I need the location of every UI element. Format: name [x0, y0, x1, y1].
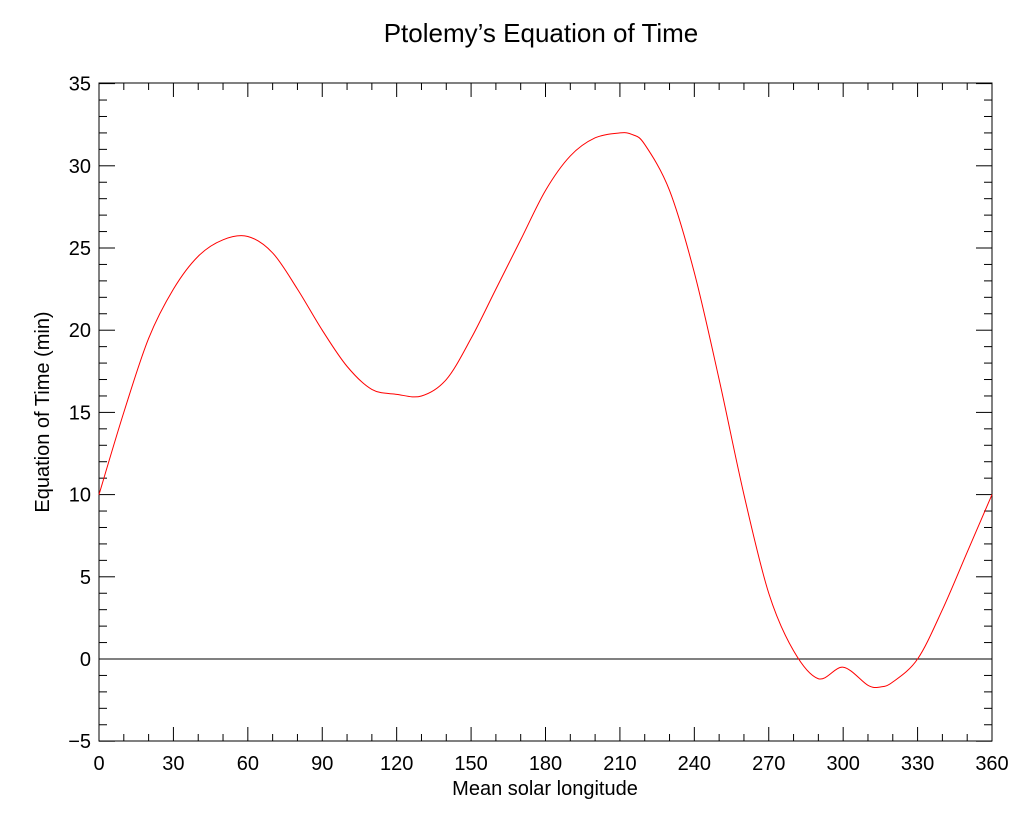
ticks — [98, 83, 993, 742]
x-axis-label: Mean solar longitude — [452, 778, 638, 800]
y-tick-label: 35 — [69, 74, 91, 96]
y-tick-label: 25 — [69, 238, 91, 260]
y-axis-label: Equation of Time (min) — [32, 311, 54, 512]
x-tick-label: 270 — [752, 753, 785, 775]
x-tick-label: 0 — [93, 753, 104, 775]
y-tick-label: 15 — [69, 402, 91, 424]
x-tick-label: 240 — [678, 753, 711, 775]
y-tick-label: −5 — [68, 731, 91, 753]
x-tick-label: 330 — [901, 753, 934, 775]
x-tick-label: 150 — [454, 753, 487, 775]
x-tick-label: 90 — [311, 753, 333, 775]
y-tick-label: 30 — [69, 156, 91, 178]
x-tick-label: 300 — [826, 753, 859, 775]
x-tick-label: 120 — [380, 753, 413, 775]
x-tick-label: 30 — [162, 753, 184, 775]
y-tick-label: 10 — [69, 485, 91, 507]
x-tick-labels: 0 30 60 90 120 150 180 210 240 270 300 330 360 — [93, 753, 1008, 775]
chart-title: Ptolemy’s Equation of Time — [384, 18, 699, 48]
y-tick-label: 20 — [69, 320, 91, 342]
y-tick-label: 5 — [80, 567, 91, 589]
x-tick-label: 180 — [529, 753, 562, 775]
x-tick-label: 210 — [603, 753, 636, 775]
y-tick-label: 0 — [80, 649, 91, 671]
x-tick-label: 60 — [237, 753, 259, 775]
series-line — [98, 132, 993, 689]
y-tick-labels: −5 0 5 10 15 20 25 30 35 — [68, 74, 91, 754]
x-tick-label: 360 — [975, 753, 1008, 775]
plot-frame — [98, 82, 993, 742]
